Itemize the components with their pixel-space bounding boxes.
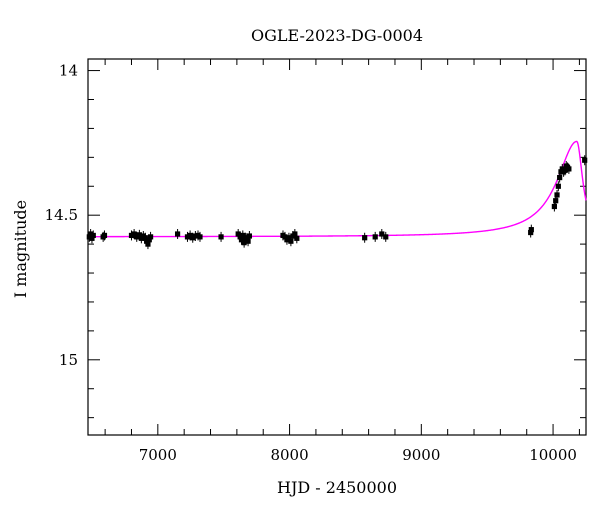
data-point: [559, 166, 565, 172]
data-point: [554, 192, 560, 198]
data-point: [288, 238, 294, 244]
data-point: [101, 232, 108, 239]
data-point: [557, 174, 563, 181]
x-tick-label: 7000: [139, 446, 177, 464]
data-point: [240, 232, 246, 239]
plot-frame: [87, 58, 587, 436]
y-axis-label: I magnitude: [11, 200, 30, 298]
data-point: [192, 233, 198, 239]
data-point: [197, 234, 203, 240]
data-point: [131, 231, 137, 237]
data-point: [238, 237, 245, 243]
y-tick-label: 15: [59, 351, 78, 369]
data-point: [184, 234, 191, 240]
data-points-group: [86, 155, 588, 250]
x-tick-label: 8000: [270, 446, 308, 464]
data-point: [286, 235, 292, 241]
x-axis-label: HJD - 2450000: [277, 478, 397, 497]
data-point: [147, 234, 154, 240]
data-point: [246, 233, 252, 239]
y-tick-label: 14.5: [45, 206, 78, 224]
x-tick-label: 10000: [529, 446, 577, 464]
data-point: [134, 234, 140, 240]
axis-tick-labels: 7000 8000 9000 10000 14 14.5 15: [45, 62, 577, 464]
data-point: [244, 235, 250, 241]
model-curve-group: [88, 140, 587, 238]
data-point: [241, 240, 247, 246]
axis-ticks: [88, 59, 586, 435]
data-point: [88, 231, 94, 237]
data-point: [90, 232, 96, 239]
data-point: [174, 231, 181, 237]
data-point: [142, 235, 148, 241]
data-point: [235, 231, 241, 237]
data-point: [528, 229, 534, 236]
data-point: [558, 169, 564, 175]
data-point: [555, 183, 561, 189]
data-point: [136, 232, 142, 238]
x-tick-label: 9000: [402, 446, 440, 464]
data-point: [128, 232, 135, 239]
y-tick-label: 14: [59, 62, 78, 80]
data-point: [562, 167, 568, 173]
data-point: [187, 232, 193, 239]
data-point: [89, 235, 95, 241]
data-point: [379, 231, 385, 237]
data-point: [383, 234, 389, 240]
data-point: [146, 237, 152, 243]
data-point: [566, 166, 572, 172]
data-point: [294, 235, 300, 241]
data-point: [237, 234, 243, 240]
data-point: [372, 234, 378, 240]
data-point: [282, 234, 288, 240]
data-point: [218, 234, 224, 240]
data-point: [144, 238, 150, 244]
data-point: [245, 238, 251, 244]
data-point: [86, 234, 92, 240]
data-point: [551, 203, 557, 210]
data-point: [190, 235, 196, 241]
data-point: [145, 241, 151, 247]
chart-title: OGLE-2023-DG-0004: [251, 26, 423, 45]
data-point: [553, 198, 559, 204]
model-curve: [88, 140, 587, 238]
data-point: [362, 235, 368, 241]
data-point: [582, 157, 588, 163]
data-point: [292, 231, 298, 237]
data-point: [528, 227, 534, 233]
